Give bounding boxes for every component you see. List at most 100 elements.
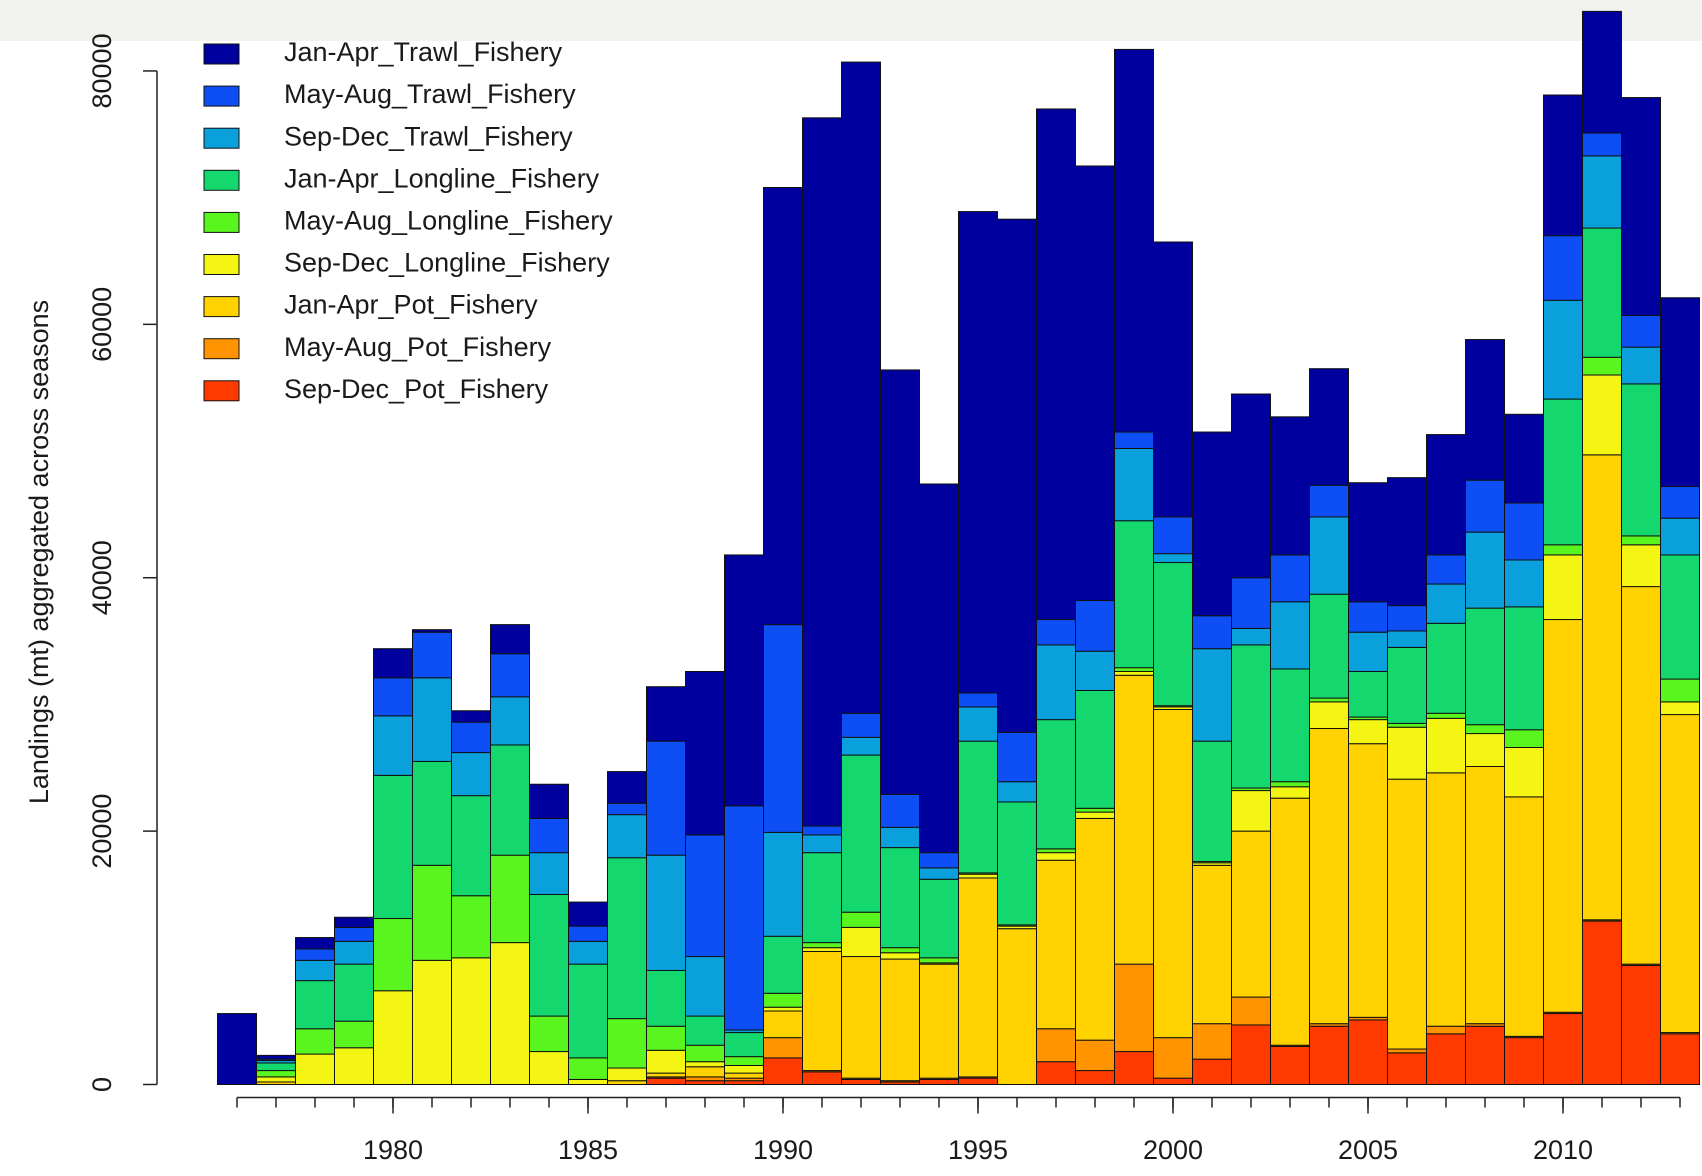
legend-swatch bbox=[203, 338, 240, 360]
bar-segment bbox=[1387, 646, 1427, 724]
bar-segment bbox=[685, 834, 725, 958]
bar-segment bbox=[763, 187, 803, 626]
bar-segment bbox=[802, 852, 842, 944]
bar-segment bbox=[217, 1013, 257, 1085]
legend-label: Jan-Apr_Pot_Fishery bbox=[284, 290, 538, 320]
bar-segment bbox=[1153, 241, 1193, 518]
bar-segment bbox=[451, 752, 491, 797]
bar-segment bbox=[919, 867, 959, 880]
bar-segment bbox=[1387, 726, 1427, 780]
bar-segment bbox=[1114, 667, 1154, 672]
bar-segment bbox=[607, 1018, 647, 1069]
bar-segment bbox=[1504, 746, 1544, 798]
bar-segment bbox=[1231, 830, 1271, 998]
bar-segment bbox=[646, 1077, 686, 1085]
legend-swatch bbox=[203, 380, 240, 402]
bar-segment bbox=[607, 771, 647, 804]
bar-segment bbox=[802, 834, 842, 854]
bar-segment bbox=[334, 926, 374, 942]
bar-segment bbox=[685, 1015, 725, 1046]
bar-segment bbox=[1075, 1070, 1115, 1086]
bar-segment bbox=[490, 696, 530, 746]
bar-segment bbox=[1309, 593, 1349, 699]
bar-segment bbox=[1582, 227, 1622, 358]
bar-segment bbox=[1621, 314, 1661, 348]
bar-segment bbox=[919, 483, 959, 854]
bar-segment bbox=[1465, 724, 1505, 735]
bar-segment bbox=[1231, 577, 1271, 629]
bar-segment bbox=[1660, 517, 1700, 556]
bar-segment bbox=[1036, 859, 1076, 1030]
bar-segment bbox=[1114, 48, 1154, 433]
bar-segment bbox=[646, 854, 686, 971]
bar-segment bbox=[724, 1080, 764, 1086]
bar-segment bbox=[412, 629, 452, 633]
bar-segment bbox=[1231, 393, 1271, 579]
bar-segment bbox=[1075, 817, 1115, 1041]
bar-segment bbox=[1426, 1033, 1466, 1085]
bar-segment bbox=[1621, 586, 1661, 965]
bar-segment bbox=[1036, 719, 1076, 850]
bar-segment bbox=[1192, 1023, 1232, 1060]
bar-segment bbox=[763, 1006, 803, 1012]
bar-segment bbox=[1231, 1024, 1271, 1086]
bar-segment bbox=[1387, 722, 1427, 728]
bar-segment bbox=[529, 893, 569, 1017]
bar-segment bbox=[568, 940, 608, 965]
bar-segment bbox=[1309, 1025, 1349, 1086]
bar-segment bbox=[1075, 600, 1115, 652]
bar-segment bbox=[1387, 778, 1427, 1050]
bar-segment bbox=[1660, 701, 1700, 716]
bar-segment bbox=[1426, 434, 1466, 556]
bar-segment bbox=[1621, 964, 1661, 1086]
legend-label: Sep-Dec_Trawl_Fishery bbox=[284, 121, 573, 151]
bar-segment bbox=[763, 624, 803, 833]
bar-segment bbox=[1348, 601, 1388, 633]
bar-segment bbox=[958, 877, 998, 1078]
bar-segment bbox=[568, 1057, 608, 1080]
x-tick-label: 2000 bbox=[1143, 1135, 1203, 1165]
header-strip bbox=[0, 0, 1702, 41]
bar-segment bbox=[880, 947, 920, 954]
bar-segment bbox=[763, 831, 803, 937]
bar-segment bbox=[1387, 1048, 1427, 1054]
bar-segment bbox=[1036, 1028, 1076, 1063]
bar-segment bbox=[802, 942, 842, 949]
legend-label: May-Aug_Trawl_Fishery bbox=[284, 79, 576, 109]
bar-segment bbox=[373, 918, 413, 992]
bar-segment bbox=[1465, 733, 1505, 767]
x-tick-label: 2005 bbox=[1338, 1135, 1398, 1165]
bar-segment bbox=[1270, 781, 1310, 788]
bar-segment bbox=[685, 670, 725, 836]
bar-segment bbox=[802, 947, 842, 952]
bar-segment bbox=[1153, 516, 1193, 555]
bar-segment bbox=[607, 857, 647, 1020]
bar-segment bbox=[334, 963, 374, 1022]
bar-segment bbox=[919, 1078, 959, 1086]
bar-segment bbox=[880, 847, 920, 949]
bar-segment bbox=[490, 744, 530, 856]
bar-segment bbox=[1075, 807, 1115, 813]
bar-segment bbox=[1309, 516, 1349, 595]
bar-segment bbox=[1231, 790, 1271, 832]
bar-segment bbox=[1660, 678, 1700, 703]
bar-segment bbox=[880, 793, 920, 828]
bar-segment bbox=[607, 1067, 647, 1082]
bar-segment bbox=[685, 1080, 725, 1086]
bar-segment bbox=[1582, 356, 1622, 376]
bar-segment bbox=[295, 948, 335, 961]
bar-segment bbox=[490, 942, 530, 1085]
x-tick-label: 1990 bbox=[753, 1135, 813, 1165]
bar-segment bbox=[1660, 554, 1700, 680]
bar-segment bbox=[412, 864, 452, 961]
bar-segment bbox=[919, 957, 959, 964]
bar-segment bbox=[1543, 1013, 1583, 1085]
bar-segment bbox=[1075, 689, 1115, 809]
bar-segment bbox=[1543, 235, 1583, 301]
bar-segment bbox=[1036, 644, 1076, 721]
bar-segment bbox=[1348, 631, 1388, 672]
bar-segment bbox=[685, 1076, 725, 1082]
bar-segment bbox=[1426, 712, 1466, 719]
bar-segment bbox=[1504, 413, 1544, 504]
